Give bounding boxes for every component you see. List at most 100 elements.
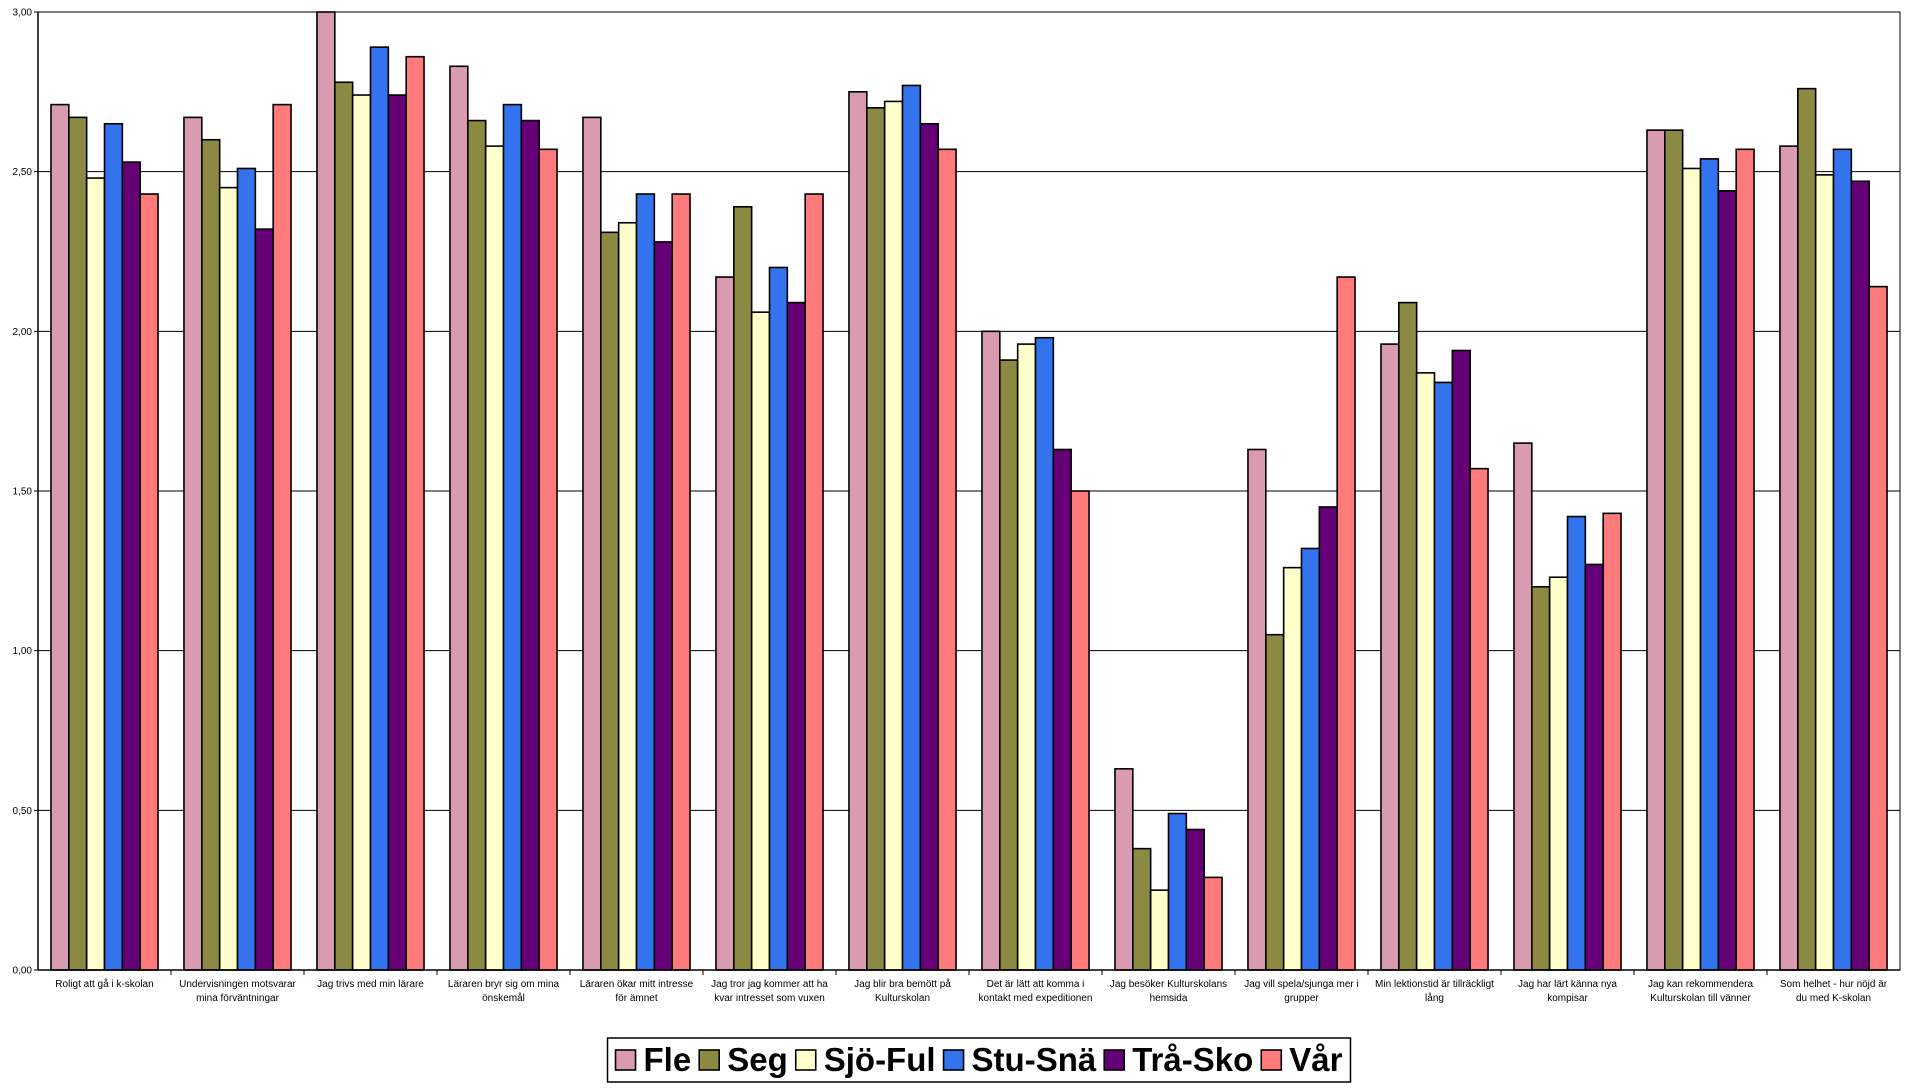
bar-seg (733, 205, 753, 971)
bar-stu-sn- (1034, 336, 1055, 971)
legend-box (606, 1037, 1352, 1083)
x-axis-ticks: Roligt att gå i k-skolan Undervisningen m… (55, 970, 1888, 1004)
bar-sj-ful (750, 311, 771, 971)
bar-tr-sko (254, 228, 274, 971)
bar-fle (582, 116, 602, 971)
y-tick-label: 0,00 (13, 966, 33, 977)
bar-v-r (937, 148, 957, 971)
x-tick-label: Jag kan rekommendera (1648, 979, 1753, 990)
y-tick-label: 0,50 (13, 806, 33, 817)
bar-tr-sko (1451, 349, 1471, 971)
x-tick-label: Jag tror jag kommer att ha (711, 979, 828, 990)
bar-seg (201, 138, 221, 971)
bar-v-r (1602, 512, 1622, 971)
bar-seg (1797, 87, 1817, 971)
bar-seg (334, 81, 354, 971)
bar-tr-sko (653, 241, 673, 971)
x-tick-label: Kulturskolan till vänner (1650, 993, 1751, 1004)
bar-seg (1398, 301, 1418, 971)
bar-v-r (272, 103, 292, 971)
x-tick-label: kvar intresset som vuxen (714, 993, 825, 1004)
y-tick-label: 3,00 (13, 8, 33, 19)
bar-stu-sn- (1566, 515, 1587, 971)
bar-tr-sko (520, 119, 540, 971)
bar-fle (183, 116, 203, 971)
legend-label: Trå-Sko (1132, 1041, 1253, 1078)
x-tick-label: för ämnet (615, 993, 657, 1004)
bar-fle (1513, 442, 1533, 971)
bar-seg (600, 231, 620, 971)
bar-stu-sn- (502, 103, 523, 971)
bar-v-r (1868, 285, 1888, 971)
bar-seg (866, 107, 886, 971)
bar-sj-ful (218, 186, 239, 971)
x-tick-label: Undervisningen motsvarar (179, 979, 296, 990)
bar-v-r (1336, 276, 1356, 971)
bar-v-r (538, 148, 558, 971)
x-tick-label: Läraren ökar mitt intresse (580, 979, 694, 990)
legend: Fle Seg Sjö-Ful Stu-Snä Trå-Sko Vår (606, 1037, 1352, 1083)
legend-swatch (794, 1049, 817, 1071)
x-tick-label: Jag besöker Kulturskolans (1110, 979, 1227, 990)
bar-fle (848, 91, 868, 971)
y-axis-ticks: 0,00 0,50 1,00 1,50 2,00 2,50 3,00 (13, 8, 33, 977)
x-tick-label: Min lektionstid är tillräckligt (1375, 979, 1494, 990)
bar-sj-ful (1016, 343, 1037, 971)
bar-stu-sn- (103, 122, 124, 971)
bar-tr-sko (121, 161, 141, 971)
x-tick-label: Jag har lärt känna nya (1518, 979, 1617, 990)
x-tick-label: Som helhet - hur nöjd är (1780, 979, 1888, 990)
bar-seg (68, 116, 88, 971)
bar-tr-sko (786, 301, 806, 971)
bar-fle (1114, 768, 1134, 971)
bar-fle (1247, 448, 1267, 971)
bar-fle (1646, 129, 1666, 971)
legend-label: Seg (727, 1041, 788, 1078)
bar-tr-sko (1185, 828, 1205, 971)
legend-label: Fle (644, 1041, 692, 1078)
bar-tr-sko (919, 122, 939, 971)
bar-seg (467, 119, 487, 971)
x-tick-label: du med K-skolan (1796, 993, 1871, 1004)
bar-fle (449, 65, 469, 971)
y-tick-label: 2,00 (13, 327, 33, 338)
x-tick-label: Jag vill spela/sjunga mer i (1244, 979, 1359, 990)
legend-label: Sjö-Ful (824, 1041, 936, 1078)
y-tick-label: 2,50 (13, 167, 33, 178)
bar-tr-sko (1584, 563, 1604, 971)
bar-sj-ful (1548, 576, 1569, 971)
x-tick-label: kontakt med expeditionen (979, 993, 1093, 1004)
y-tick-label: 1,00 (13, 646, 33, 657)
bar-sj-ful (1814, 174, 1835, 971)
bar-stu-sn- (1300, 547, 1321, 971)
bar-sj-ful (1149, 889, 1170, 971)
bar-stu-sn- (901, 84, 922, 971)
bar-seg (1132, 847, 1152, 971)
bar-sj-ful (484, 145, 505, 971)
legend-swatch (614, 1049, 637, 1071)
bar-stu-sn- (236, 167, 257, 971)
bar-tr-sko (1850, 180, 1870, 971)
x-tick-label: grupper (1284, 993, 1319, 1004)
x-tick-label: önskemål (482, 992, 525, 1004)
bar-v-r (139, 193, 159, 971)
x-tick-label: Jag trivs med min lärare (317, 979, 424, 990)
bar-tr-sko (1052, 448, 1072, 971)
bar-fle (981, 330, 1001, 971)
legend-swatch (1260, 1049, 1283, 1071)
bar-sj-ful (883, 100, 904, 971)
bar-v-r (1203, 876, 1223, 971)
bar-stu-sn- (635, 193, 656, 971)
bar-stu-sn- (369, 46, 390, 971)
x-tick-label: Kulturskolan (875, 993, 930, 1004)
x-tick-label: hemsida (1150, 993, 1188, 1004)
x-tick-label: kompisar (1547, 993, 1588, 1004)
x-tick-label: Roligt att gå i k-skolan (55, 978, 153, 990)
bar-v-r (1735, 148, 1755, 971)
bar-sj-ful (1415, 372, 1436, 971)
x-tick-label: lång (1425, 992, 1444, 1004)
bar-fle (50, 103, 70, 971)
bar-stu-sn- (1433, 381, 1454, 971)
bar-stu-sn- (1699, 158, 1720, 971)
